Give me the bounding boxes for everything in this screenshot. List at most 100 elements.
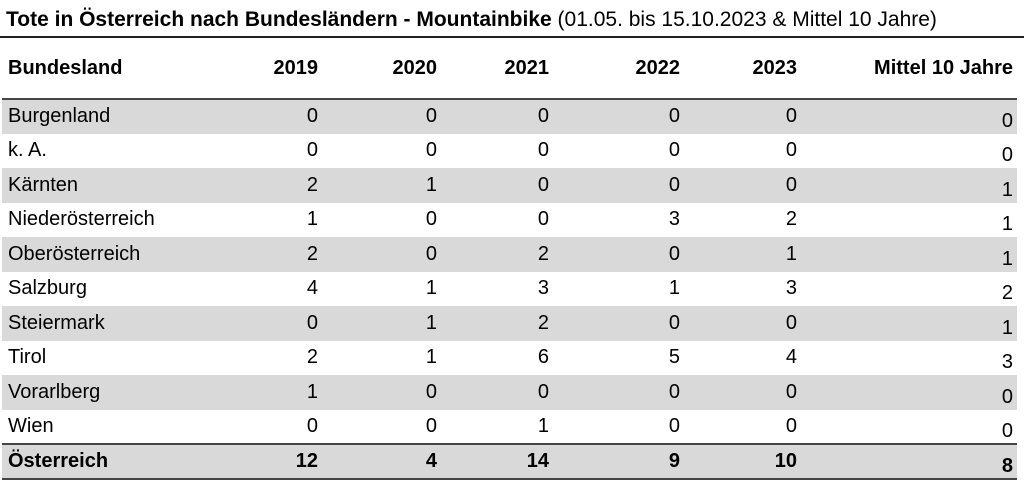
value-cell: 2	[306, 242, 318, 265]
mittel-cell: 0	[797, 134, 1017, 169]
bundesland-cell: Kärnten	[8, 173, 79, 196]
value-cell: 0	[306, 105, 318, 128]
mittel-cell: 0	[797, 410, 1017, 445]
total-value-mittel: 8	[797, 443, 1017, 480]
bundesland-cell: Wien	[8, 414, 54, 437]
column-header-bundesland: Bundesland	[2, 38, 242, 100]
table-row: Oberösterreich 2 0 2 0 1 1	[2, 237, 1017, 272]
mittel-cell: 3	[797, 341, 1017, 376]
value-cell: 2	[785, 208, 797, 231]
value-cell: 3	[668, 208, 680, 231]
value-cell: 0	[425, 208, 437, 231]
table-row: Niederösterreich 1 0 0 3 2 1	[2, 202, 1017, 238]
total-value-2022: 9	[549, 443, 680, 480]
table-row: k. A. 0 0 0 0 0 0	[2, 133, 1017, 169]
mittel-number: 1	[1001, 213, 1013, 236]
table-row: Vorarlberg 1 0 0 0 0 0	[2, 375, 1017, 410]
value-cell: 1	[425, 346, 437, 369]
title-main: Tote in Österreich nach Bundesländern - …	[6, 8, 552, 31]
mittel-number: 0	[1001, 144, 1013, 167]
total-value-2020: 4	[318, 443, 437, 480]
value-cell: 0	[425, 105, 437, 128]
value-cell: 0	[537, 173, 549, 196]
value-cell: 0	[785, 173, 797, 196]
value-cell: 0	[785, 414, 797, 437]
column-header-2019: 2019	[242, 38, 318, 100]
value-cell: 4	[785, 346, 797, 369]
page-title: Tote in Österreich nach Bundesländern - …	[0, 0, 1024, 38]
bundesland-cell: Steiermark	[8, 311, 105, 334]
value-cell: 0	[785, 105, 797, 128]
total-label: Österreich	[2, 443, 242, 480]
value-cell: 0	[306, 311, 318, 334]
mittel-number: 2	[1001, 282, 1013, 305]
value-cell: 2	[537, 242, 549, 265]
value-cell: 2	[537, 311, 549, 334]
mittel-number: 1	[1001, 316, 1013, 339]
bundesland-cell: Burgenland	[8, 105, 111, 128]
value-cell: 4	[306, 277, 318, 300]
value-cell: 2	[306, 173, 318, 196]
total-value-2023: 10	[680, 443, 797, 480]
value-cell: 0	[668, 173, 680, 196]
mittel-cell: 0	[797, 99, 1017, 134]
value-cell: 1	[306, 380, 318, 403]
value-cell: 1	[668, 277, 680, 300]
bundesland-cell: Niederösterreich	[8, 208, 155, 231]
value-cell: 0	[306, 414, 318, 437]
column-header-2022: 2022	[549, 38, 680, 100]
total-mittel-number: 8	[1001, 455, 1013, 477]
mittel-number: 0	[1001, 110, 1013, 133]
value-cell: 0	[537, 105, 549, 128]
value-cell: 0	[668, 414, 680, 437]
value-cell: 1	[306, 208, 318, 231]
value-cell: 0	[425, 414, 437, 437]
bundesland-cell: Salzburg	[8, 277, 87, 300]
mittel-number: 0	[1001, 385, 1013, 408]
value-cell: 0	[668, 105, 680, 128]
value-cell: 0	[785, 311, 797, 334]
mittel-cell: 1	[797, 306, 1017, 341]
value-cell: 1	[785, 242, 797, 265]
table-row: Salzburg 4 1 3 1 3 2	[2, 271, 1017, 307]
value-cell: 1	[537, 414, 549, 437]
value-cell: 0	[668, 311, 680, 334]
value-cell: 0	[668, 380, 680, 403]
value-cell: 0	[425, 139, 437, 162]
value-cell: 5	[668, 346, 680, 369]
value-cell: 0	[537, 208, 549, 231]
value-cell: 0	[425, 380, 437, 403]
table-row: Kärnten 2 1 0 0 0 1	[2, 168, 1017, 203]
value-cell: 0	[785, 380, 797, 403]
mittel-number: 3	[1001, 351, 1013, 374]
total-value-2021: 14	[437, 443, 549, 480]
mittel-cell: 0	[797, 375, 1017, 410]
column-header-2021: 2021	[437, 38, 549, 100]
column-header-mittel-10-jahre: Mittel 10 Jahre	[797, 38, 1017, 100]
value-cell: 0	[668, 242, 680, 265]
header-row: Bundesland 2019 2020 2021 2022 2023 Mitt…	[2, 38, 1017, 100]
bundesland-cell: Oberösterreich	[8, 242, 141, 265]
mittel-cell: 1	[797, 203, 1017, 238]
bundesland-cell: Tirol	[8, 346, 47, 369]
value-cell: 1	[425, 277, 437, 300]
value-cell: 0	[537, 380, 549, 403]
value-cell: 1	[425, 173, 437, 196]
value-cell: 3	[537, 277, 549, 300]
bundesland-cell: Vorarlberg	[8, 380, 101, 403]
table-row: Burgenland 0 0 0 0 0 0	[2, 99, 1017, 134]
table-row: Wien 0 0 1 0 0 0	[2, 409, 1017, 445]
value-cell: 2	[306, 346, 318, 369]
value-cell: 1	[425, 311, 437, 334]
value-cell: 0	[425, 242, 437, 265]
total-row: Österreich 12 4 14 9 10 8	[2, 443, 1017, 480]
mittel-cell: 1	[797, 168, 1017, 203]
mittel-cell: 2	[797, 272, 1017, 307]
value-cell: 0	[537, 139, 549, 162]
value-cell: 3	[785, 277, 797, 300]
total-value-2019: 12	[242, 443, 318, 480]
fatalities-table: Bundesland 2019 2020 2021 2022 2023 Mitt…	[2, 38, 1017, 480]
mittel-number: 0	[1001, 419, 1013, 442]
bundesland-cell: k. A.	[8, 139, 47, 162]
